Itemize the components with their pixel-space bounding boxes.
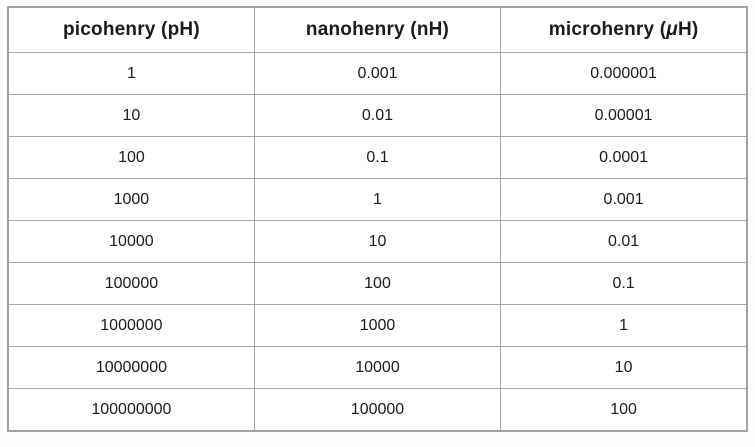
table-header: picohenry (pH) nanohenry (nH) microhenry… (7, 6, 748, 53)
cell-microhenry: 10 (500, 346, 748, 389)
table-body: 1 0.001 0.000001 10 0.01 0.00001 100 0.1… (7, 52, 748, 432)
table-row: 10000000 10000 10 (7, 346, 748, 389)
header-label-suffix: H) (677, 19, 699, 40)
header-label: microhenry ( (548, 19, 667, 40)
header-label: nanohenry (nH) (305, 19, 450, 40)
inductance-conversion-table: picohenry (pH) nanohenry (nH) microhenry… (7, 6, 748, 432)
cell-nanohenry: 0.1 (253, 136, 502, 179)
cell-nanohenry: 0.001 (253, 52, 502, 95)
table-header-row: picohenry (pH) nanohenry (nH) microhenry… (7, 6, 748, 53)
cell-picohenry: 10000 (7, 220, 255, 263)
table-row: 10000 10 0.01 (7, 220, 748, 263)
cell-picohenry: 1000000 (7, 304, 255, 347)
table-row: 100000000 100000 100 (7, 388, 748, 432)
inductance-conversion-table-container: picohenry (pH) nanohenry (nH) microhenry… (7, 6, 748, 432)
cell-picohenry: 10000000 (7, 346, 255, 389)
cell-picohenry: 1000 (7, 178, 255, 221)
table-row: 1000 1 0.001 (7, 178, 748, 221)
cell-picohenry: 1 (7, 52, 255, 95)
cell-microhenry: 0.1 (500, 262, 748, 305)
cell-nanohenry: 0.01 (253, 94, 502, 137)
cell-microhenry: 0.00001 (500, 94, 748, 137)
cell-microhenry: 0.000001 (500, 52, 748, 95)
column-header-picohenry: picohenry (pH) (7, 6, 255, 53)
table-row: 1 0.001 0.000001 (7, 52, 748, 95)
cell-picohenry: 100 (7, 136, 255, 179)
cell-nanohenry: 1 (253, 178, 502, 221)
cell-microhenry: 100 (500, 388, 748, 432)
cell-microhenry: 0.01 (500, 220, 748, 263)
mu-symbol: μ (666, 19, 678, 40)
cell-picohenry: 100000000 (7, 388, 255, 432)
table-row: 10 0.01 0.00001 (7, 94, 748, 137)
cell-nanohenry: 100000 (253, 388, 502, 432)
cell-microhenry: 1 (500, 304, 748, 347)
table-row: 1000000 1000 1 (7, 304, 748, 347)
column-header-microhenry: microhenry (μH) (500, 6, 748, 53)
cell-nanohenry: 10000 (253, 346, 502, 389)
cell-nanohenry: 10 (253, 220, 502, 263)
cell-nanohenry: 100 (253, 262, 502, 305)
cell-microhenry: 0.0001 (500, 136, 748, 179)
table-row: 100000 100 0.1 (7, 262, 748, 305)
cell-picohenry: 10 (7, 94, 255, 137)
table-row: 100 0.1 0.0001 (7, 136, 748, 179)
cell-nanohenry: 1000 (253, 304, 502, 347)
header-label: picohenry (pH) (62, 19, 200, 40)
cell-picohenry: 100000 (7, 262, 255, 305)
cell-microhenry: 0.001 (500, 178, 748, 221)
column-header-nanohenry: nanohenry (nH) (253, 6, 502, 53)
